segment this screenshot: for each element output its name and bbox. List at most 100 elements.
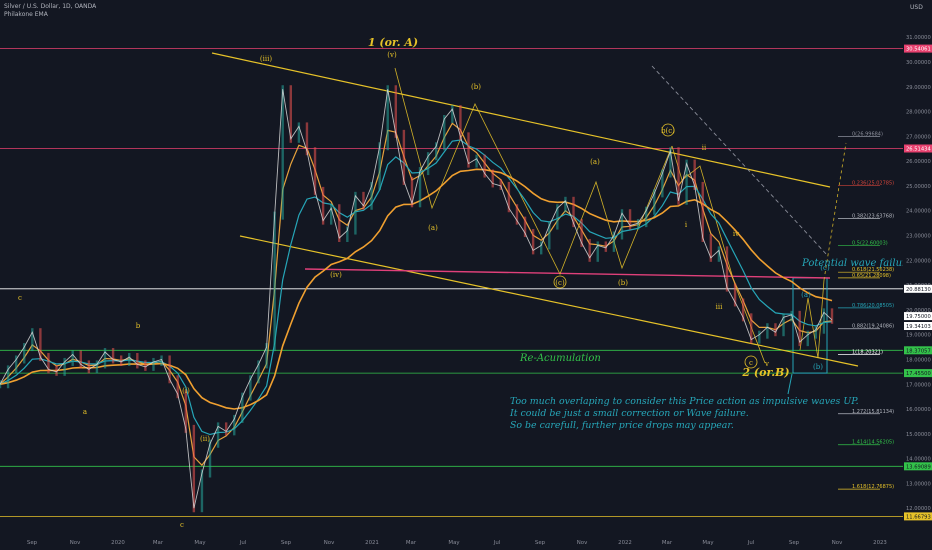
- price-tag[interactable]: [904, 512, 932, 521]
- x-tick-label: Jul: [493, 540, 501, 546]
- x-tick-label: May: [448, 540, 460, 546]
- wave-label[interactable]: (b): [813, 363, 823, 371]
- wave-label[interactable]: ii: [702, 144, 707, 152]
- indicator-legend[interactable]: Philakone EMA: [4, 11, 48, 18]
- wave-label[interactable]: iii: [716, 303, 723, 311]
- dashed-downtrend-line[interactable]: [651, 65, 829, 257]
- wave-label[interactable]: iv: [733, 230, 739, 238]
- wave-label[interactable]: (c): [555, 279, 565, 287]
- fib-level-label: 1.414(14.56205): [852, 440, 894, 446]
- wave-label[interactable]: 2 (or.B): [741, 366, 789, 379]
- chart-header: Silver / U.S. Dollar, 1D, OANDA Philakon…: [4, 3, 96, 19]
- wave-label[interactable]: (c): [820, 264, 830, 272]
- price-axis-bg: [903, 0, 932, 550]
- y-tick-label: 30.00000: [906, 60, 931, 66]
- wave-label[interactable]: b(c): [661, 127, 675, 135]
- price-tag[interactable]: [904, 312, 932, 321]
- wave-label-circle: [661, 123, 675, 137]
- x-tick-label: May: [702, 540, 714, 546]
- x-tick-label: Jul: [239, 540, 247, 546]
- wave-label[interactable]: c: [180, 521, 184, 529]
- fib-level-label: 0.786(20.08505): [852, 303, 894, 309]
- y-tick-label: 19.00000: [906, 333, 931, 339]
- price-tag[interactable]: [904, 369, 932, 378]
- wave-label[interactable]: (ii): [200, 435, 210, 443]
- y-tick-label: 14.00000: [906, 457, 931, 463]
- x-tick-label: Nov: [832, 540, 843, 546]
- y-tick-label: 26.00000: [906, 159, 931, 165]
- horizontal-levels: [0, 48, 903, 517]
- price-tag[interactable]: [904, 346, 932, 355]
- wave-label[interactable]: (iv): [330, 271, 342, 279]
- fib-level-label: 0.5(22.60003): [852, 240, 888, 246]
- wave-label[interactable]: (a): [428, 224, 438, 232]
- fib-level-label: 0(26.99684): [852, 132, 883, 138]
- y-tick-label: 15.00000: [906, 432, 931, 438]
- wave-label[interactable]: (v): [387, 51, 397, 59]
- time-axis-bg: [0, 533, 932, 550]
- currency-label: USD: [910, 4, 923, 11]
- ema-fast-line: [0, 122, 833, 467]
- price-tag-label: 17.45500: [906, 371, 931, 377]
- fib-level-label: 0.65(21.28098): [852, 273, 891, 279]
- symbol-title[interactable]: Silver / U.S. Dollar, 1D, OANDA: [4, 3, 97, 10]
- price-path: [0, 89, 833, 509]
- x-tick-label: 2021: [365, 540, 379, 546]
- wave-label[interactable]: a: [83, 408, 87, 416]
- y-tick-label: 22.00000: [906, 258, 931, 264]
- wave-label[interactable]: (b): [471, 83, 481, 91]
- price-tag-label: 26.51434: [906, 146, 931, 152]
- x-tick-label: 2022: [618, 540, 632, 546]
- lower-channel-line[interactable]: [239, 235, 859, 367]
- price-tag-label: 19.34103: [906, 324, 931, 330]
- y-tick-label: 31.00000: [906, 35, 931, 41]
- wave-label[interactable]: c: [749, 359, 753, 367]
- ema-lines: [0, 122, 833, 467]
- price-tag[interactable]: [904, 321, 932, 330]
- price-tag[interactable]: [904, 284, 932, 293]
- fib-level-label: 0.236(25.02785): [852, 180, 894, 186]
- re-accumulation-label: Re-Acumulation: [519, 353, 601, 364]
- x-tick-label: May: [194, 540, 206, 546]
- x-tick-label: 2020: [111, 540, 125, 546]
- annotations: Re-Acumulation Potential wave failure ? To…: [509, 258, 922, 431]
- wave-path: [394, 67, 673, 275]
- wave-label[interactable]: (b): [618, 279, 628, 287]
- wave-label[interactable]: 1 (or. A): [368, 36, 418, 49]
- y-tick-label: 13.00000: [906, 481, 931, 487]
- note-line: So be carefull, further price drops may …: [510, 420, 734, 431]
- y-tick-label: 16.00000: [906, 407, 931, 413]
- note-arrow: [787, 373, 793, 395]
- upper-channel-line[interactable]: [211, 52, 831, 188]
- y-tick-label: 29.00000: [906, 85, 931, 91]
- x-tick-label: Mar: [153, 540, 164, 546]
- time-axis[interactable]: Sep Nov 2020 Mar May Jul Sep Nov 2021 Mar May Jul Se…: [0, 533, 932, 550]
- y-tick-label: 17.00000: [906, 382, 931, 388]
- price-tag[interactable]: [904, 144, 932, 153]
- magenta-support-line[interactable]: [304, 268, 831, 279]
- wave-path: [823, 142, 847, 281]
- wave-label[interactable]: (a): [801, 291, 811, 299]
- wave-label[interactable]: (a): [590, 158, 600, 166]
- wave-label-circle: [553, 275, 567, 289]
- fib-level-label: 1.618(12.76875): [852, 484, 894, 490]
- y-tick-label: 27.00000: [906, 134, 931, 140]
- fib-level-label: 0.882(19.24086): [852, 324, 894, 330]
- fib-level-label: 1(18.20321): [852, 350, 883, 356]
- wave-label[interactable]: (i): [182, 387, 190, 395]
- x-tick-label: Jul: [747, 540, 755, 546]
- wave-label[interactable]: i: [685, 221, 688, 229]
- wave-labels: c a b (i) (ii) c (iii) (iv) (v) 1 (or. A) (a) (b) (c…: [18, 36, 830, 529]
- price-tag[interactable]: [904, 462, 932, 471]
- price-axis[interactable]: USD 12.00000 13.00000 14.00000 15.00000 16.00…: [903, 0, 932, 550]
- wave-label[interactable]: v: [764, 360, 769, 368]
- wave-label[interactable]: c: [18, 294, 22, 302]
- wave-label[interactable]: b: [136, 322, 141, 330]
- fib-level-label: 0.618(21.56238): [852, 267, 894, 273]
- price-tag-label: 18.37057: [906, 348, 931, 354]
- price-tag[interactable]: [904, 44, 932, 53]
- wave-label[interactable]: (iii): [260, 55, 272, 63]
- wave-label-circle: [744, 355, 758, 369]
